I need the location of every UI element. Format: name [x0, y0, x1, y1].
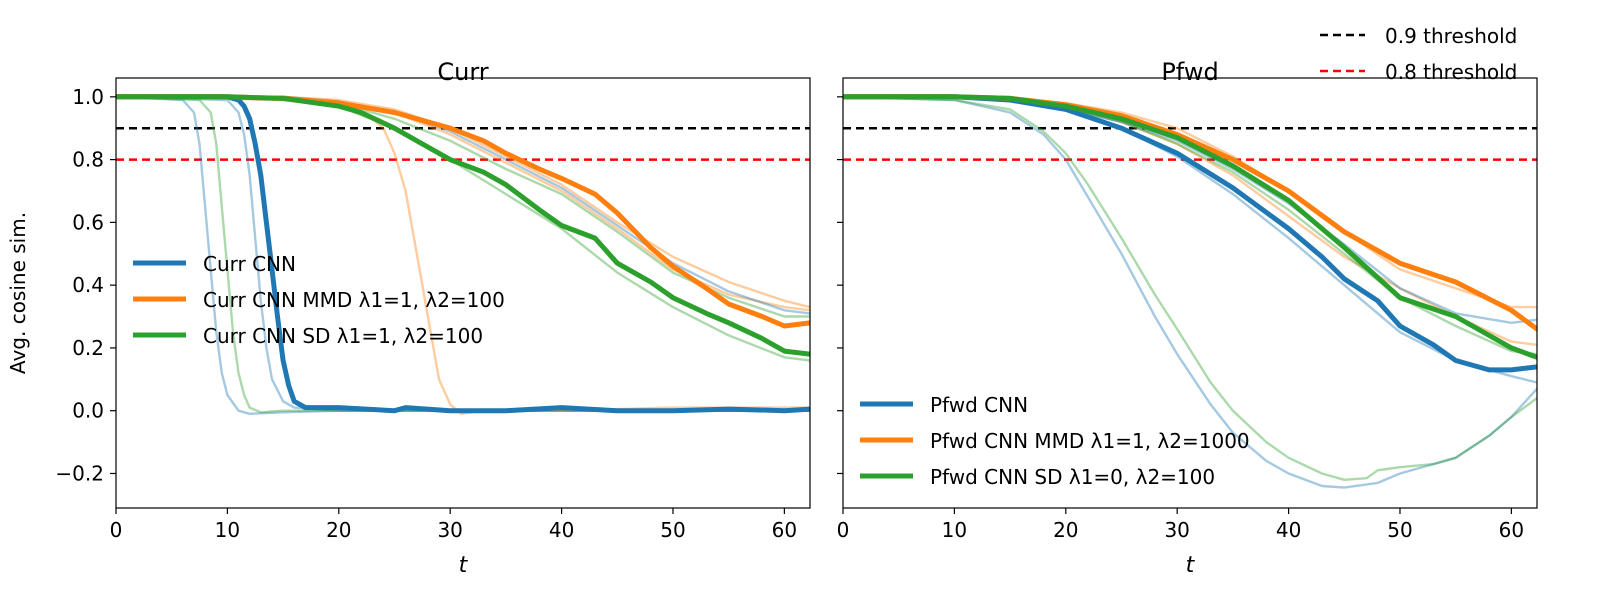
pfwd-x-tick-label: 40 [1276, 518, 1301, 542]
y-axis-label: Avg. cosine sim. [6, 212, 30, 374]
panel-title-pfwd: Pfwd [1161, 58, 1218, 86]
curr-y-tick-label: −0.2 [55, 461, 104, 485]
curr-y-tick-label: 0.8 [72, 148, 104, 172]
curr-x-axis-label: t [459, 553, 469, 578]
legend-pfwd: Pfwd CNN Pfwd CNN MMD λ1=1, λ2=1000 Pfwd C… [860, 393, 1250, 489]
curr-series-main-2 [116, 94, 810, 357]
curr-x-tick-label: 10 [215, 518, 240, 542]
pfwd-series-main-2 [843, 94, 1537, 360]
curr-series-faint-10 [116, 95, 810, 362]
curr-series-main-0 [116, 94, 810, 414]
curr-x-tick-label: 20 [326, 518, 351, 542]
curr-legend-label-2: Curr CNN SD λ1=1, λ2=100 [203, 324, 483, 348]
pfwd-x-tick-label: 20 [1053, 518, 1078, 542]
pfwd-series-main-1 [843, 94, 1537, 332]
pfwd-series-main-0 [843, 94, 1537, 373]
threshold-legend-label-08: 0.8 threshold [1385, 60, 1517, 84]
pfwd-x-tick-label: 0 [837, 518, 850, 542]
curr-y-tick-label: 0.4 [72, 273, 104, 297]
pfwd-series-faint-4 [843, 95, 1537, 481]
threshold-legend: 0.9 threshold 0.8 threshold [1320, 24, 1517, 84]
curr-x-tick-label: 40 [549, 518, 574, 542]
threshold-legend-label-09: 0.9 threshold [1385, 24, 1517, 48]
pfwd-legend-label-0: Pfwd CNN [930, 393, 1028, 417]
legend-curr: Curr CNN Curr CNN MMD λ1=1, λ2=100 Curr CN… [133, 252, 505, 348]
curr-y-tick-label: 0.2 [72, 336, 104, 360]
pfwd-legend-label-1: Pfwd CNN MMD λ1=1, λ2=1000 [930, 429, 1250, 453]
curr-y-tick-label: 1.0 [72, 85, 104, 109]
pfwd-legend-label-2: Pfwd CNN SD λ1=0, λ2=100 [930, 465, 1215, 489]
pfwd-series-faint-8 [843, 95, 1537, 324]
curr-x-tick-label: 30 [437, 518, 462, 542]
pfwd-x-tick-label: 50 [1387, 518, 1412, 542]
panel-title-curr: Curr [437, 58, 488, 86]
curr-x-tick-label: 50 [660, 518, 685, 542]
curr-y-tick-label: 0.6 [72, 210, 104, 234]
pfwd-x-axis-label: t [1186, 553, 1196, 578]
curr-x-tick-label: 60 [772, 518, 797, 542]
panel-pfwd: 0 10 20 30 40 50 60 t [837, 77, 1538, 578]
curr-axes-frame [115, 77, 811, 509]
pfwd-x-tick-label: 30 [1164, 518, 1189, 542]
panel-curr: 0 10 20 30 40 50 60 t −0.2 0.0 0.2 0.4 0.6 0.8 1.0 [55, 77, 811, 578]
pfwd-x-tick-label: 60 [1499, 518, 1524, 542]
curr-y-tick-label: 0.0 [72, 399, 104, 423]
curr-x-tick-label: 0 [110, 518, 123, 542]
curr-legend-label-0: Curr CNN [203, 252, 296, 276]
curr-series-faint-7 [116, 95, 810, 309]
pfwd-axes-frame [842, 77, 1538, 509]
pfwd-x-tick-label: 10 [942, 518, 967, 542]
curr-series-main-1 [116, 94, 810, 329]
pfwd-series-faint-3 [843, 95, 1537, 489]
curr-legend-label-1: Curr CNN MMD λ1=1, λ2=100 [203, 288, 505, 312]
